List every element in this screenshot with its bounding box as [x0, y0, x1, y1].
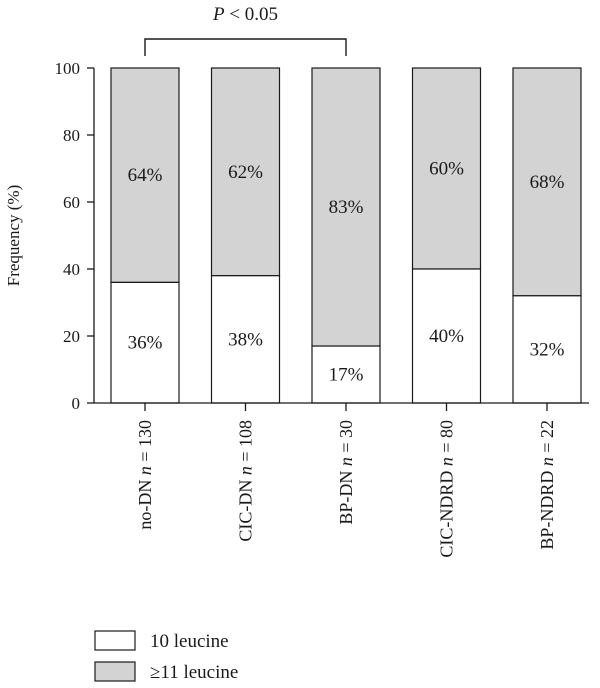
bar-segment-series-1	[512, 295, 582, 404]
x-tick-label: CIC-NDRD n = 80	[437, 420, 457, 558]
data-label: 32%	[530, 339, 565, 360]
bar-segment-series-2	[210, 67, 281, 277]
y-tick-label: 40	[63, 260, 80, 279]
legend-swatch	[94, 630, 136, 651]
bar-segment-series-1	[110, 281, 180, 404]
y-tick-label: 20	[63, 327, 80, 346]
significance-label: P < 0.05	[212, 4, 278, 25]
y-tick-label: 0	[72, 394, 81, 413]
y-tick-label: 60	[63, 193, 80, 212]
bar-segment-series-1	[311, 345, 381, 404]
bar-segment-series-2	[512, 67, 582, 297]
data-label: 36%	[128, 333, 163, 354]
data-label: 83%	[329, 197, 364, 218]
data-label: 17%	[329, 365, 364, 386]
x-tick-label: BP-NDRD n = 22	[537, 420, 557, 550]
legend-swatch	[94, 661, 136, 682]
y-tick-label: 80	[63, 126, 80, 145]
bar-segment-series-1	[210, 275, 281, 404]
y-tick-label: 100	[55, 59, 81, 78]
bar-segment-series-1	[411, 268, 482, 404]
data-label: 64%	[128, 165, 163, 186]
y-axis-title: Frequency (%)	[4, 185, 23, 287]
x-tick-label: CIC-DN n = 108	[236, 420, 256, 542]
data-label: 68%	[530, 172, 565, 193]
significance-bracket	[144, 38, 347, 56]
data-label: 40%	[429, 326, 464, 347]
data-label: 38%	[228, 329, 263, 350]
legend-label: ≥11 leucine	[150, 662, 238, 683]
x-tick-label: BP-DN n = 30	[336, 420, 356, 525]
data-label: 62%	[228, 162, 263, 183]
data-label: 60%	[429, 159, 464, 180]
bar-segment-series-2	[411, 67, 482, 270]
x-tick-label: no-DN n = 130	[135, 420, 155, 530]
legend-label: 10 leucine	[150, 631, 229, 652]
